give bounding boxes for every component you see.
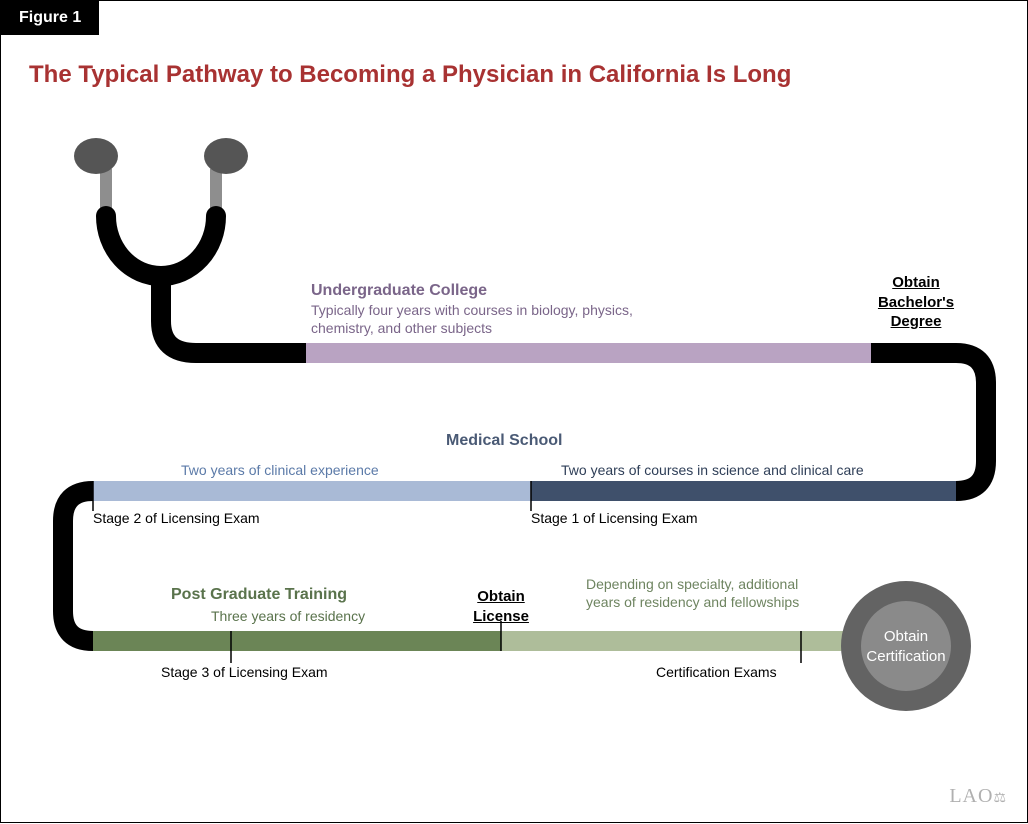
certification-l2: Certification — [866, 648, 945, 665]
medschool-right-sub: Two years of courses in science and clin… — [561, 461, 864, 479]
milestone-bachelor-l2: Bachelor's — [878, 294, 954, 311]
certification-l1: Obtain — [884, 628, 928, 645]
cert-exams-label: Certification Exams — [656, 663, 777, 681]
undergrad-sub: Typically four years with courses in bio… — [311, 301, 641, 337]
stethoscope-u — [106, 216, 216, 276]
stage3-label: Stage 3 of Licensing Exam — [161, 663, 328, 681]
milestone-bachelor-l3: Degree — [891, 313, 942, 330]
stage1-label: Stage 1 of Licensing Exam — [531, 509, 698, 527]
milestone-bachelor-l1: Obtain — [892, 274, 940, 291]
milestone-license-l2: License — [473, 608, 529, 625]
stage2-label: Stage 2 of Licensing Exam — [93, 509, 260, 527]
postgrad-heading: Post Graduate Training — [171, 585, 347, 606]
figure-container: Figure 1 The Typical Pathway to Becoming… — [0, 0, 1028, 823]
pathway-diagram — [1, 1, 1028, 824]
stethoscope-ear-right — [204, 138, 248, 174]
lao-watermark: LAO⚖ — [949, 785, 1007, 808]
milestone-license: Obtain License — [461, 587, 541, 626]
lao-text: LAO — [949, 785, 993, 807]
certification-label: Obtain Certification — [856, 627, 956, 666]
lead-into-undergrad — [161, 276, 306, 353]
milestone-license-l1: Obtain — [477, 588, 525, 605]
undergrad-heading: Undergraduate College — [311, 281, 731, 302]
medschool-left-sub: Two years of clinical experience — [181, 461, 379, 479]
milestone-bachelor: Obtain Bachelor's Degree — [861, 273, 971, 332]
postgrad-sub: Three years of residency — [211, 607, 365, 625]
stethoscope-ear-left — [74, 138, 118, 174]
lao-scales-icon: ⚖ — [993, 791, 1007, 806]
postgrad-right-sub: Depending on specialty, additional years… — [586, 575, 806, 611]
medschool-heading: Medical School — [446, 431, 562, 452]
